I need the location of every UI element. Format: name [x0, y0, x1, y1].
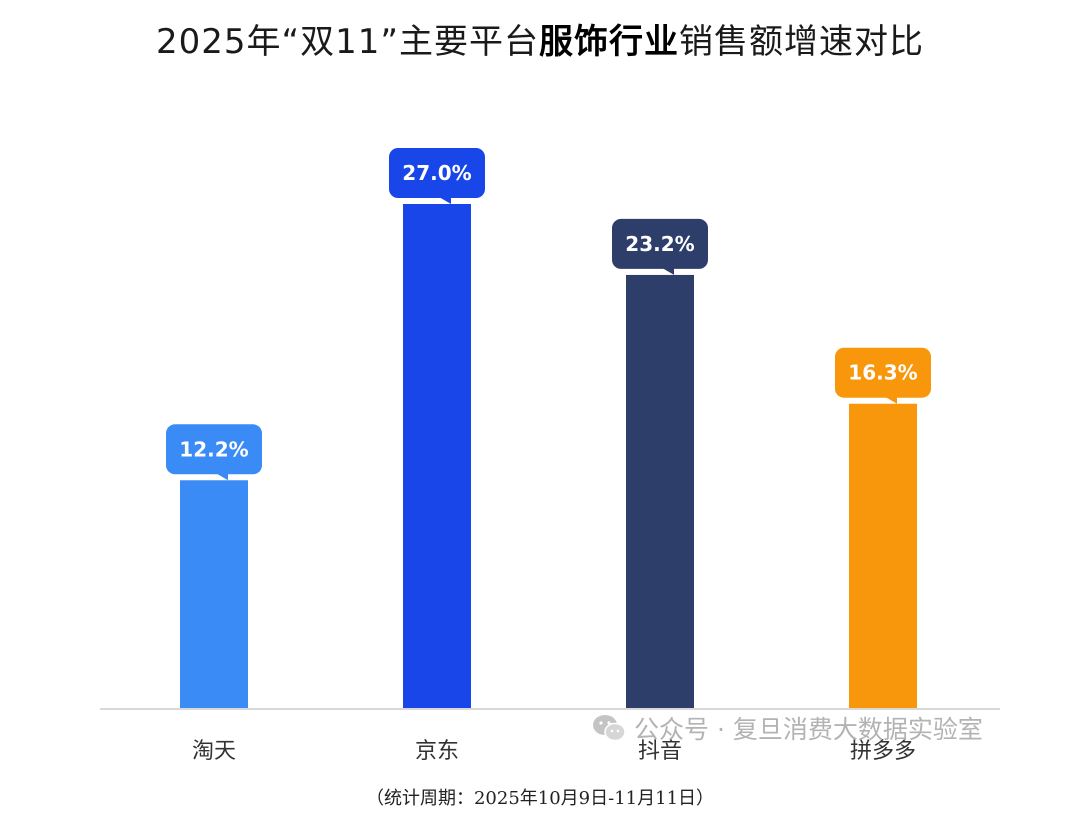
data-label-bubble-0: [166, 424, 262, 475]
bars-group: 12.2% 淘天 27.0% 京东 23.2% 抖音 16.3% 拼多多: [166, 148, 931, 764]
category-label-3: 拼多多: [850, 739, 916, 764]
data-label-pointer-2: [662, 267, 674, 275]
title-prefix: 2025年“双11”主要平台: [155, 22, 540, 62]
title-suffix: 销售额增速对比: [679, 22, 925, 62]
data-label-bubble-2: [612, 218, 708, 269]
data-label-2: 23.2%: [625, 232, 694, 256]
data-label-3: 16.3%: [848, 361, 917, 385]
bar-0: [180, 480, 248, 708]
data-label-pointer-1: [439, 197, 451, 204]
data-label-pointer-0: [216, 473, 228, 481]
bar-1: [403, 204, 471, 708]
bar-2: [626, 274, 694, 708]
category-label-1: 京东: [415, 739, 459, 764]
category-label-2: 抖音: [638, 739, 682, 764]
bar-3: [849, 403, 917, 708]
data-label-pointer-3: [885, 396, 897, 404]
data-label-bubble-1: [389, 148, 485, 198]
footnote: （统计周期：2025年10月9日-11月11日）: [365, 788, 715, 809]
data-label-0: 12.2%: [179, 437, 248, 461]
watermark-text: 公众号 · 复旦消费大数据实验室: [634, 715, 983, 744]
title-bold: 服饰行业: [539, 22, 680, 62]
chart-title: 2025年“双11”主要平台服饰行业销售额增速对比: [0, 14, 1080, 63]
category-label-0: 淘天: [192, 739, 236, 764]
data-label-bubble-3: [835, 347, 931, 398]
data-label-1: 27.0%: [402, 161, 471, 185]
watermark: 公众号 · 复旦消费大数据实验室: [592, 710, 983, 749]
wechat-icon: [592, 713, 626, 749]
